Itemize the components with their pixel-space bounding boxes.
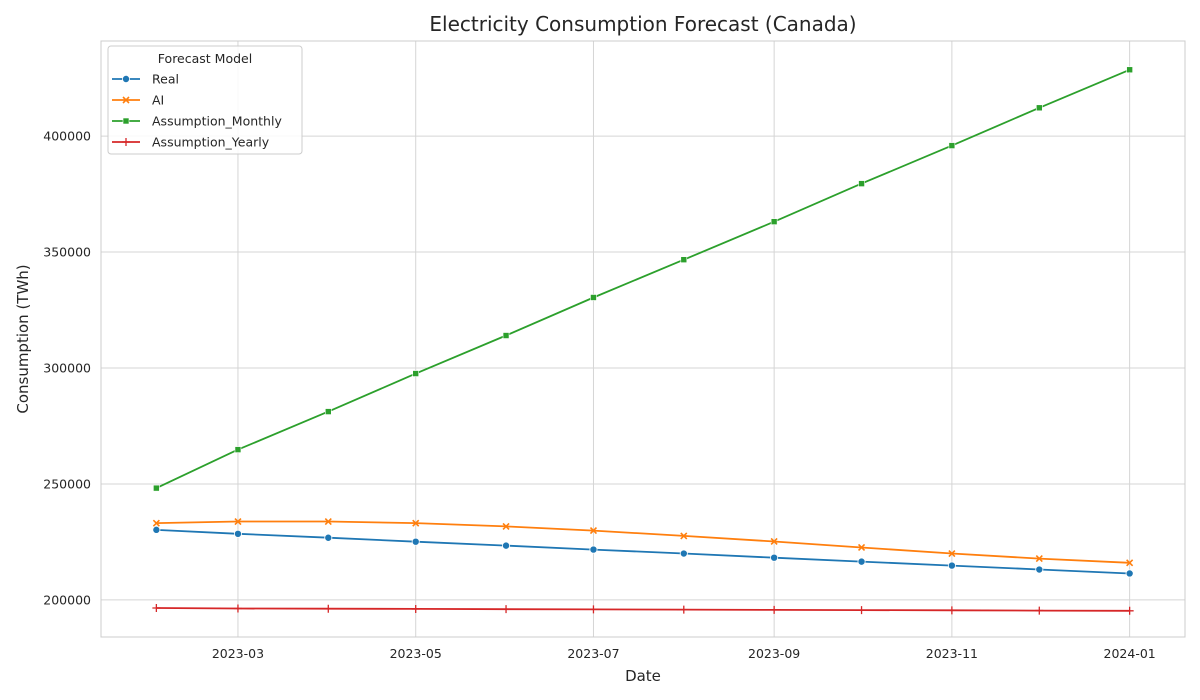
- data-point: [502, 332, 510, 339]
- data-point: [152, 604, 161, 613]
- data-point: [502, 522, 510, 530]
- data-point: [948, 549, 956, 558]
- series-real: [152, 525, 1134, 578]
- data-point: [234, 446, 242, 453]
- data-point: [589, 605, 598, 614]
- data-point: [680, 256, 688, 263]
- legend-title: Forecast Model: [158, 51, 252, 66]
- data-point: [502, 541, 511, 550]
- y-tick-label: 300000: [43, 360, 91, 375]
- data-point: [411, 604, 420, 613]
- data-point: [152, 525, 161, 534]
- data-point: [324, 604, 333, 613]
- data-point: [412, 370, 420, 377]
- data-point: [1035, 606, 1044, 615]
- data-point: [153, 484, 160, 492]
- data-point: [589, 526, 598, 535]
- legend-item: AI: [112, 93, 164, 108]
- y-tick-label: 400000: [43, 129, 91, 144]
- data-point: [152, 519, 160, 527]
- series-line: [156, 529, 1130, 575]
- data-point: [234, 517, 242, 526]
- series-assumption-monthly: [153, 66, 1133, 492]
- x-tick-label: 2024-01: [1104, 646, 1156, 661]
- y-tick-label: 250000: [43, 476, 91, 491]
- legend-label: Assumption_Yearly: [152, 135, 270, 150]
- data-point: [411, 537, 420, 546]
- data-point: [1035, 565, 1044, 574]
- legend-label: AI: [152, 93, 164, 108]
- legend-marker: [122, 138, 130, 146]
- data-point: [590, 294, 597, 301]
- legend-item: Assumption_Yearly: [112, 135, 270, 150]
- data-point: [680, 532, 688, 540]
- x-tick-label: 2023-03: [212, 646, 264, 661]
- data-point: [948, 142, 956, 149]
- legend-marker: [122, 117, 130, 125]
- data-point: [324, 533, 333, 542]
- series-assumption-yearly: [152, 604, 1134, 615]
- x-tick-label: 2023-07: [567, 646, 619, 661]
- series-layer: [152, 66, 1134, 615]
- data-point: [502, 605, 511, 614]
- legend: Forecast Model Real AI Assumption_Monthly As…: [107, 45, 303, 155]
- plot-frame: [100, 40, 1186, 638]
- x-tick-label: 2023-05: [390, 646, 442, 661]
- series-line: [156, 607, 1130, 612]
- series-ai: [152, 517, 1134, 567]
- data-point: [857, 606, 866, 615]
- data-point: [1126, 66, 1133, 74]
- data-point: [589, 545, 598, 554]
- data-point: [324, 517, 332, 526]
- x-tick-label: 2023-11: [926, 646, 978, 661]
- data-point: [947, 561, 956, 570]
- legend-marker: [122, 96, 130, 104]
- data-point: [857, 557, 866, 566]
- data-point: [770, 605, 779, 614]
- series-line: [156, 520, 1130, 564]
- data-point: [947, 606, 956, 615]
- legend-box: [107, 45, 303, 155]
- legend-item: Real: [112, 72, 179, 87]
- plot-frame: [100, 40, 1186, 638]
- data-point: [770, 537, 778, 546]
- y-tick-label: 350000: [43, 245, 91, 260]
- legend-item: Assumption_Monthly: [112, 114, 282, 129]
- data-point: [679, 605, 688, 614]
- legend-marker: [122, 75, 131, 84]
- legend-label: Assumption_Monthly: [152, 114, 282, 129]
- data-point: [857, 543, 866, 552]
- x-axis-label: Date: [625, 667, 661, 685]
- data-point: [324, 408, 332, 415]
- tick-labels: 2023-03 2023-05 2023-07 2023-09 2023-11 2024-…: [43, 129, 1155, 661]
- data-point: [233, 604, 242, 613]
- data-point: [679, 549, 688, 558]
- data-point: [858, 180, 865, 187]
- legend-label: Real: [152, 72, 179, 87]
- data-point: [412, 519, 420, 527]
- series-line: [156, 68, 1130, 489]
- data-point: [233, 529, 242, 538]
- data-point: [770, 218, 778, 225]
- data-point: [1126, 559, 1134, 567]
- data-point: [1035, 555, 1043, 563]
- data-point: [770, 553, 779, 562]
- x-tick-label: 2023-09: [748, 646, 800, 661]
- data-point: [1125, 606, 1134, 615]
- data-point: [1036, 104, 1043, 112]
- chart-title: Electricity Consumption Forecast (Canada…: [429, 12, 856, 36]
- y-tick-label: 200000: [43, 592, 91, 607]
- y-axis-label: Consumption (TWh): [14, 264, 32, 413]
- data-point: [1125, 569, 1134, 578]
